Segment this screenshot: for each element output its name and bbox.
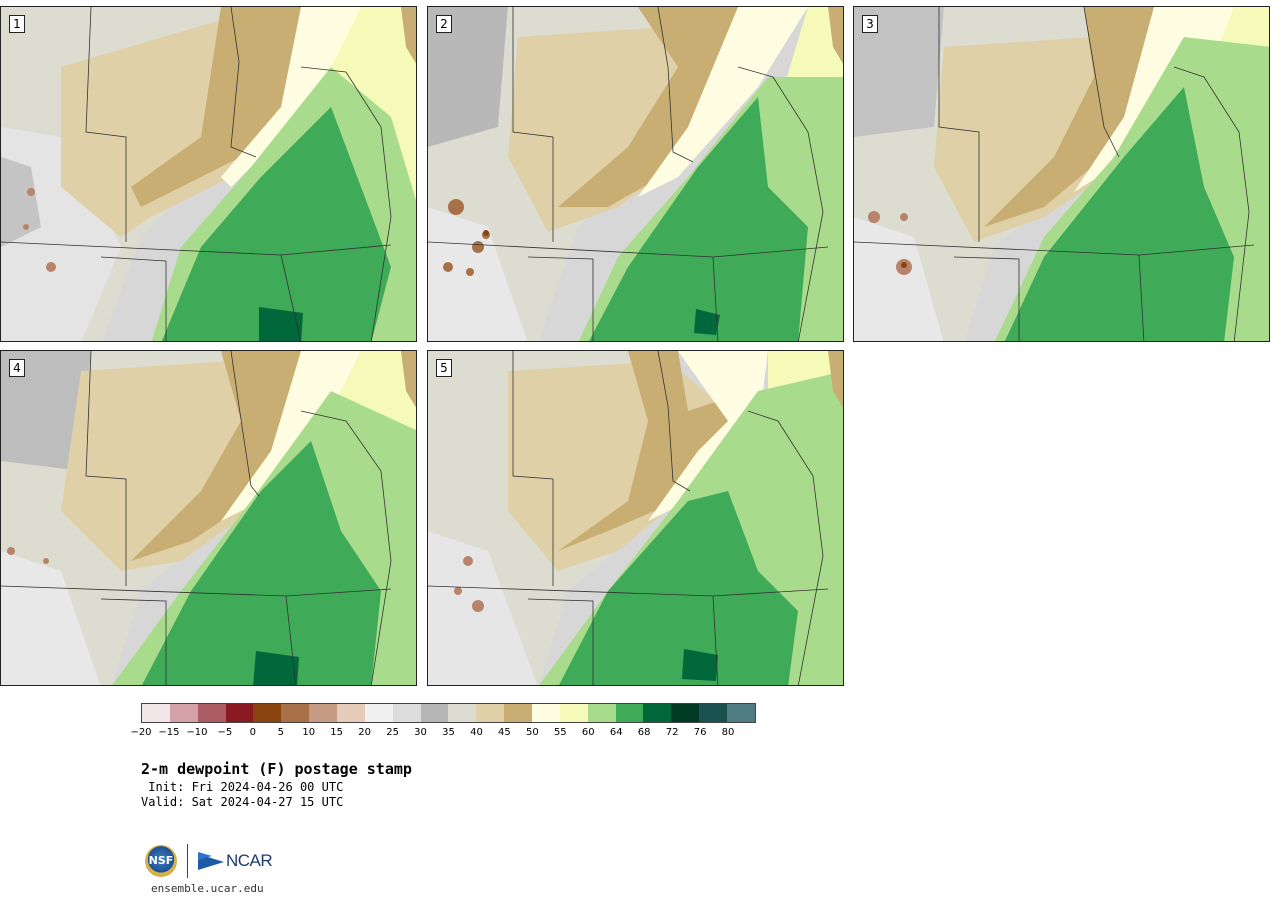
nsf-logo: NSF [145, 845, 177, 877]
colorbar-swatch [197, 704, 226, 722]
colorbar-swatch [281, 704, 310, 722]
colorbar-swatch [615, 704, 644, 722]
panel-number-label: 5 [436, 359, 452, 377]
colorbar-swatch [448, 704, 477, 722]
dewpoint-map-1 [1, 7, 416, 341]
colorbar-swatch [169, 704, 198, 722]
colorbar-tick-label: −10 [186, 727, 208, 738]
map-panel-4: 4 [0, 350, 417, 686]
colorbar-tick-label: −20 [130, 727, 152, 738]
logo-row: NSF NCAR [145, 843, 273, 879]
product-title: 2-m dewpoint (F) postage stamp [141, 760, 412, 778]
site-url: ensemble.ucar.edu [151, 882, 264, 895]
dewpoint-map-2 [428, 7, 843, 341]
nsf-logo-text: NSF [148, 854, 174, 867]
colorbar-swatch [727, 704, 755, 722]
colorbar-swatch [337, 704, 365, 722]
dewpoint-map-5 [428, 351, 843, 685]
colorbar-tick-label: −5 [217, 727, 233, 738]
logo-divider [187, 844, 188, 878]
colorbar-swatch [476, 704, 505, 722]
panel-number-label: 4 [9, 359, 25, 377]
colorbar-swatch [587, 704, 616, 722]
colorbar-tick-label: 76 [693, 727, 707, 738]
colorbar-tick-label: 15 [330, 727, 344, 738]
colorbar-tick-label: 35 [442, 727, 455, 738]
colorbar-swatch [420, 704, 449, 722]
dewpoint-colorbar [141, 703, 756, 723]
colorbar-tick-label: 25 [386, 727, 399, 738]
panel-number-label: 1 [9, 15, 25, 33]
colorbar-swatch [699, 704, 728, 722]
map-panel-1: 1 [0, 6, 417, 342]
colorbar-tick-label: 55 [553, 727, 567, 738]
colorbar-tick-label: 50 [525, 727, 539, 738]
map-panel-2: 2 [427, 6, 844, 342]
colorbar-tick-label: 30 [414, 727, 427, 738]
valid-time: Valid: Sat 2024-04-27 15 UTC [141, 795, 344, 809]
colorbar-tick-label: 5 [277, 727, 284, 738]
colorbar-swatch [532, 704, 560, 722]
colorbar-tick-label: 0 [249, 727, 256, 738]
map-panel-3: 3 [853, 6, 1270, 342]
colorbar-tick-label: 45 [498, 727, 511, 738]
colorbar-tick-label: 80 [721, 727, 735, 738]
dewpoint-map-4 [1, 351, 416, 685]
init-time: Init: Fri 2024-04-26 00 UTC [141, 780, 344, 794]
colorbar-swatch [643, 704, 672, 722]
colorbar-tick-label: 72 [665, 727, 679, 738]
colorbar-swatch [309, 704, 338, 722]
panel-number-label: 2 [436, 15, 452, 33]
panel-number-label: 3 [862, 15, 878, 33]
colorbar-tick-label: 64 [609, 727, 623, 738]
colorbar-swatch [253, 704, 282, 722]
colorbar-tick-label: −15 [158, 727, 180, 738]
colorbar-swatch [559, 704, 588, 722]
colorbar-swatch [142, 704, 170, 722]
colorbar-tick-labels: −20 −15 −10 −5 0 5 10 15 20 25 30 35 40 45 50 55 60 64 68 7… [130, 727, 756, 743]
colorbar-tick-label: 68 [637, 727, 651, 738]
colorbar-swatch [504, 704, 533, 722]
colorbar-swatch [671, 704, 700, 722]
ncar-logo-mark [198, 852, 224, 870]
map-panel-5: 5 [427, 350, 844, 686]
colorbar-swatch [225, 704, 254, 722]
colorbar-tick-label: 60 [581, 727, 595, 738]
colorbar-tick-label: 20 [358, 727, 371, 738]
colorbar-tick-label: 10 [302, 727, 316, 738]
colorbar-swatch [364, 704, 393, 722]
dewpoint-map-3 [854, 7, 1269, 341]
ncar-logo-text: NCAR [226, 851, 273, 870]
colorbar-tick-label: 40 [470, 727, 483, 738]
colorbar-swatch [392, 704, 421, 722]
